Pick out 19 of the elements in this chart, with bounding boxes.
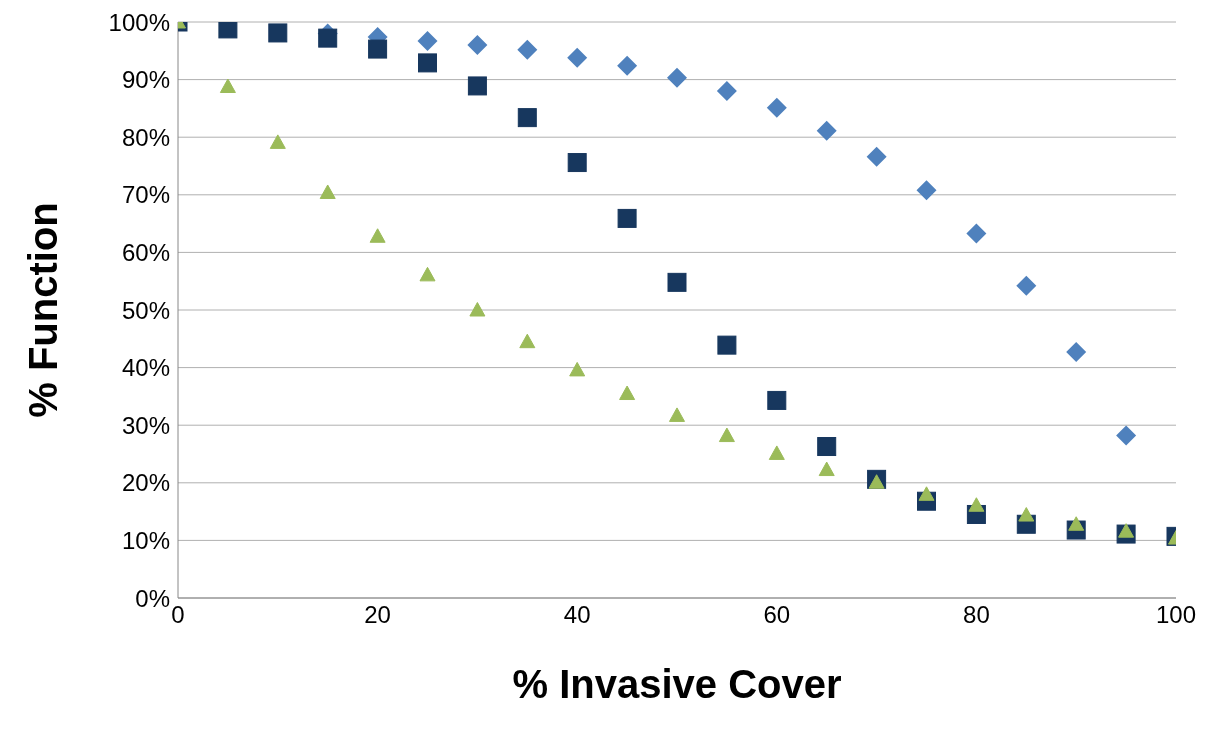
y-tick-label: 50% xyxy=(121,296,170,324)
x-tick-label: 60 xyxy=(763,601,791,629)
y-axis-title: % Function xyxy=(21,202,66,418)
x-tick-label: 40 xyxy=(563,601,591,629)
y-tick-label: 100% xyxy=(108,8,170,36)
y-tick-label: 10% xyxy=(121,526,170,554)
y-tick-label: 90% xyxy=(121,66,170,94)
x-tick-label: 100 xyxy=(1155,601,1197,629)
x-axis-title: % Invasive Cover xyxy=(512,662,842,706)
x-tick-label: 20 xyxy=(364,601,391,629)
x-tick-label: 80 xyxy=(963,601,990,629)
y-tick-label: 70% xyxy=(121,181,170,209)
y-tick-label: 30% xyxy=(121,411,170,439)
y-tick-label: 0% xyxy=(135,584,170,612)
x-tick-label: 0 xyxy=(171,601,185,629)
y-tick-label: 20% xyxy=(121,469,170,497)
y-tick-label: 60% xyxy=(121,238,170,266)
y-tick-label: 80% xyxy=(121,123,170,151)
y-tick-label: 40% xyxy=(121,354,170,382)
